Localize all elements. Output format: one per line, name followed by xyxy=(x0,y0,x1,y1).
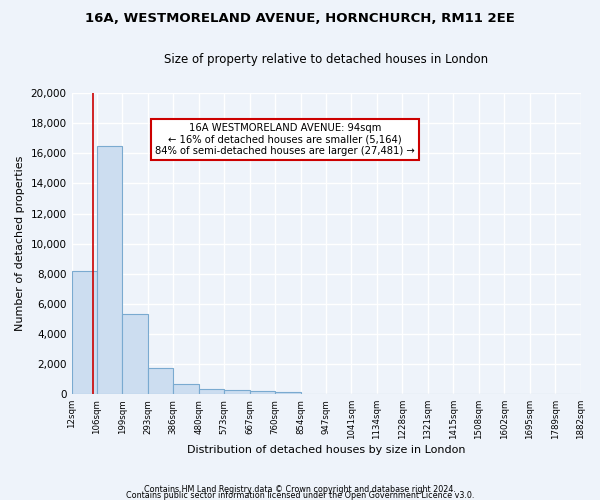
Bar xyxy=(97,146,122,394)
Bar xyxy=(275,392,301,394)
Title: Size of property relative to detached houses in London: Size of property relative to detached ho… xyxy=(164,52,488,66)
Text: Contains public sector information licensed under the Open Government Licence v3: Contains public sector information licen… xyxy=(126,491,474,500)
Text: Contains HM Land Registry data © Crown copyright and database right 2024.: Contains HM Land Registry data © Crown c… xyxy=(144,484,456,494)
Bar xyxy=(173,384,199,394)
Text: 16A, WESTMORELAND AVENUE, HORNCHURCH, RM11 2EE: 16A, WESTMORELAND AVENUE, HORNCHURCH, RM… xyxy=(85,12,515,26)
Bar xyxy=(199,389,224,394)
Bar xyxy=(148,368,173,394)
Bar xyxy=(71,270,97,394)
Bar xyxy=(122,314,148,394)
Y-axis label: Number of detached properties: Number of detached properties xyxy=(15,156,25,332)
Text: 16A WESTMORELAND AVENUE: 94sqm
← 16% of detached houses are smaller (5,164)
84% : 16A WESTMORELAND AVENUE: 94sqm ← 16% of … xyxy=(155,123,415,156)
Bar xyxy=(224,390,250,394)
X-axis label: Distribution of detached houses by size in London: Distribution of detached houses by size … xyxy=(187,445,465,455)
Bar xyxy=(250,391,275,394)
